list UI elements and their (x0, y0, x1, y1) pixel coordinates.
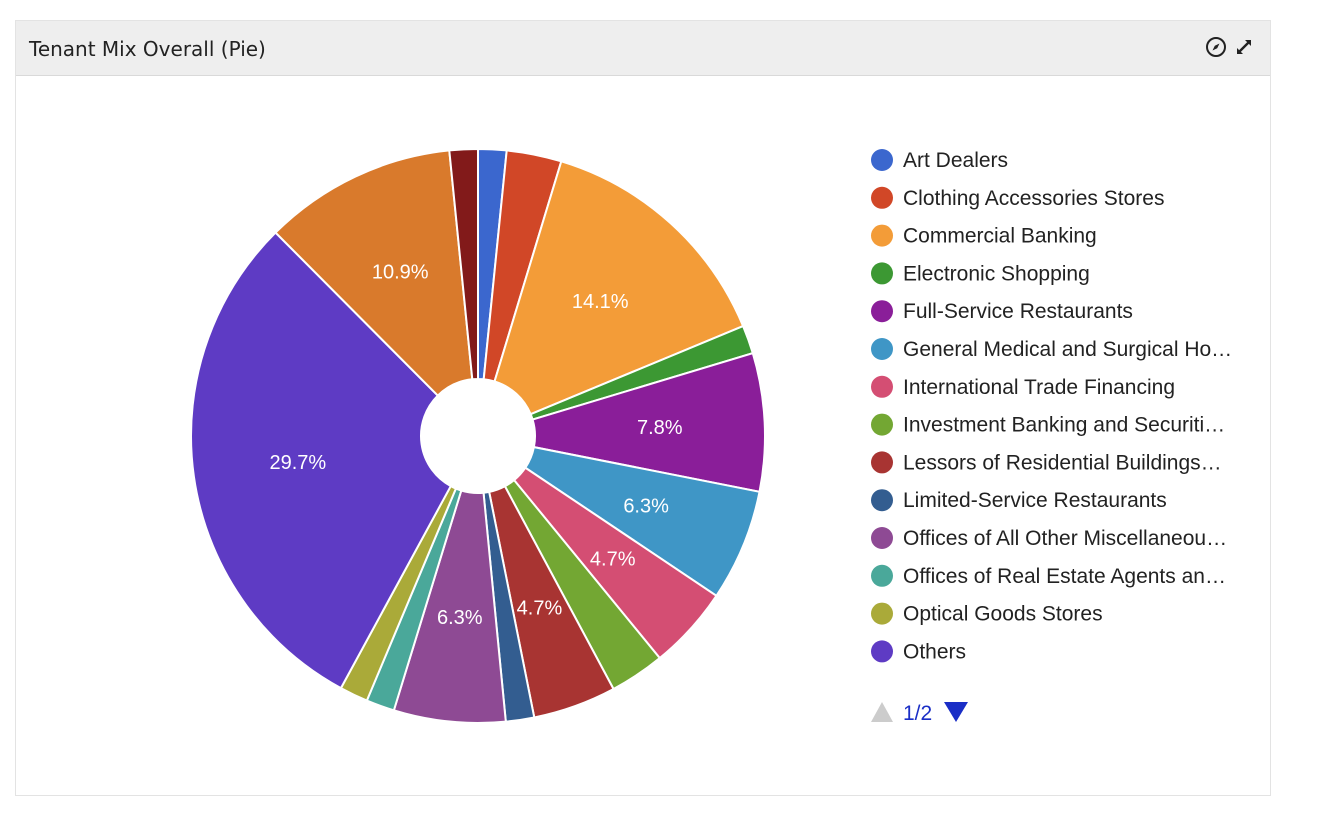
slice-labels: 14.1% 7.8% 6.3% 4.7% 4.7% 6.3% 29.7% 10.9% (269, 261, 682, 629)
legend-swatch (871, 186, 893, 209)
legend-swatch (871, 413, 893, 436)
slice-value-label: 14.1% (572, 291, 629, 313)
legend-item-full-service-restaurants[interactable]: Full-Service Restaurants (871, 300, 1133, 323)
legend-swatch (871, 300, 893, 323)
pie-slice-unlabeled-15[interactable] (448, 147, 479, 381)
legend-swatch (871, 527, 893, 549)
legend-item-electronic-shopping[interactable]: Electronic Shopping (871, 262, 1090, 285)
legend-label: Offices of Real Estate Agents an… (903, 565, 1226, 588)
pie-slices (190, 147, 766, 724)
compass-icon[interactable] (1204, 35, 1228, 59)
legend-item-clothing-accessories-stores[interactable]: Clothing Accessories Stores (871, 186, 1164, 210)
legend-label: Clothing Accessories Stores (903, 187, 1164, 210)
legend-item-optical-goods-stores[interactable]: Optical Goods Stores (871, 602, 1103, 626)
pie-slice-full-service-restaurants[interactable] (531, 351, 766, 494)
legend-swatch (871, 338, 893, 360)
legend-pager: 1/2 (871, 702, 968, 725)
slice-value-label: 4.7% (517, 597, 563, 619)
slice-value-label: 6.3% (437, 607, 483, 629)
legend-item-others[interactable]: Others (871, 640, 966, 663)
legend-label: General Medical and Surgical Ho… (903, 338, 1232, 361)
legend-label: Others (903, 640, 966, 663)
legend-item-limited-service-restaurants[interactable]: Limited-Service Restaurants (871, 489, 1167, 512)
pager-up-arrow[interactable] (871, 702, 893, 722)
legend-swatch (871, 564, 893, 587)
legend-item-offices-of-all-other-miscellaneou[interactable]: Offices of All Other Miscellaneou… (871, 527, 1227, 550)
legend-item-art-dealers[interactable]: Art Dealers (871, 149, 1008, 172)
panel-title: Tenant Mix Overall (Pie) (29, 37, 266, 61)
legend-label: Limited-Service Restaurants (903, 489, 1167, 512)
pie-slice-unlabeled-14[interactable] (274, 149, 474, 398)
legend-label: Full-Service Restaurants (903, 300, 1133, 323)
legend-label: Art Dealers (903, 149, 1008, 172)
legend-item-international-trade-financing[interactable]: International Trade Financing (871, 375, 1175, 399)
pager-down-arrow[interactable] (944, 702, 968, 722)
legend-swatch (871, 262, 893, 285)
slice-value-label: 29.7% (269, 452, 326, 474)
legend-swatch (871, 489, 893, 512)
legend-swatch (871, 451, 893, 474)
legend-label: Offices of All Other Miscellaneou… (903, 527, 1227, 550)
legend: Art Dealers Clothing Accessories Stores Co… (871, 149, 1232, 663)
legend-item-lessors-of-residential-buildings[interactable]: Lessors of Residential Buildings… (871, 451, 1222, 474)
legend-item-commercial-banking[interactable]: Commercial Banking (871, 224, 1097, 248)
legend-swatch (871, 602, 893, 625)
legend-label: Investment Banking and Securiti… (903, 414, 1225, 437)
slice-value-label: 4.7% (590, 548, 636, 570)
legend-label: Lessors of Residential Buildings… (903, 451, 1222, 474)
panel-header: Tenant Mix Overall (Pie) (16, 21, 1270, 76)
legend-label: International Trade Financing (903, 376, 1175, 399)
legend-label: Commercial Banking (903, 225, 1097, 248)
pie-slice-others[interactable] (190, 231, 453, 690)
pager-page-indicator: 1/2 (903, 702, 932, 725)
legend-label: Electronic Shopping (903, 262, 1090, 285)
legend-swatch (871, 224, 893, 247)
legend-label: Optical Goods Stores (903, 603, 1103, 626)
legend-item-investment-banking-and-securiti[interactable]: Investment Banking and Securiti… (871, 413, 1225, 437)
legend-swatch (871, 375, 893, 398)
legend-swatch (871, 149, 893, 171)
slice-value-label: 7.8% (637, 417, 683, 439)
legend-item-general-medical-and-surgical-ho[interactable]: General Medical and Surgical Ho… (871, 338, 1232, 361)
legend-swatch (871, 640, 893, 663)
pie-slice-general-medical-and-surgical-ho[interactable] (523, 445, 761, 598)
pie-slice-offices-of-all-other-miscellaneou[interactable] (392, 489, 507, 724)
expand-icon[interactable] (1232, 35, 1256, 59)
slice-value-label: 6.3% (623, 496, 669, 518)
slice-value-label: 10.9% (372, 261, 429, 283)
legend-item-offices-of-real-estate-agents-an[interactable]: Offices of Real Estate Agents an… (871, 564, 1226, 588)
